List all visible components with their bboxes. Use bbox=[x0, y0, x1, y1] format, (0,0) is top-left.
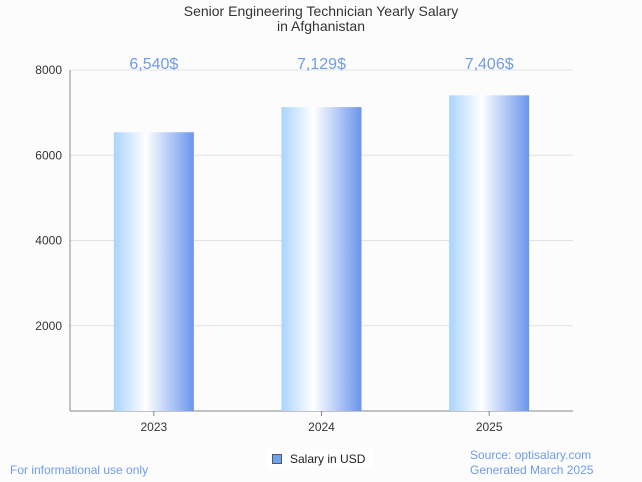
legend[interactable]: Salary in USD bbox=[266, 449, 374, 469]
bar bbox=[449, 95, 530, 412]
bar bbox=[113, 132, 194, 412]
x-tick-label: 2023 bbox=[140, 420, 167, 434]
disclaimer: For informational use only bbox=[10, 463, 149, 477]
x-tick-label: 2025 bbox=[476, 420, 503, 434]
x-tick-label: 2024 bbox=[308, 420, 335, 434]
y-tick-label: 8000 bbox=[35, 63, 62, 77]
data-label: 7,129$ bbox=[297, 56, 346, 73]
chart-title: Senior Engineering Technician Yearly Sal… bbox=[0, 4, 642, 34]
y-tick-label: 2000 bbox=[35, 319, 62, 333]
y-tick-label: 4000 bbox=[35, 234, 62, 248]
legend-label: Salary in USD bbox=[290, 452, 366, 466]
source-link[interactable]: Source: optisalary.com bbox=[470, 448, 592, 462]
subtitle-line: in Afghanistan bbox=[277, 18, 365, 34]
data-label: 7,406$ bbox=[465, 56, 514, 73]
generated-date: Generated March 2025 bbox=[470, 463, 594, 477]
y-tick-label: 6000 bbox=[35, 148, 62, 162]
data-label: 6,540$ bbox=[129, 56, 178, 73]
title-line: Senior Engineering Technician Yearly Sal… bbox=[183, 3, 459, 19]
legend-swatch bbox=[272, 454, 282, 464]
bar bbox=[281, 107, 362, 411]
